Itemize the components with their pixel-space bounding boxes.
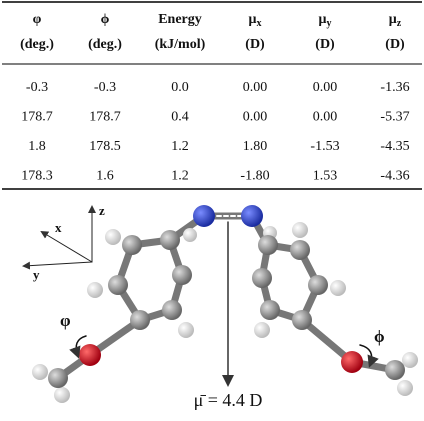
cell: 178.7 [21,110,53,125]
cell: 1.8 [28,139,46,154]
x-axis [42,232,92,262]
cell: -0.3 [94,80,116,95]
cell: 0.4 [171,110,189,125]
cell: 0.00 [243,80,268,95]
table: φ(deg.)ϕ(deg.)Energy(kJ/mol)μx(D)μy(D)μz… [2,2,422,189]
cell: 1.80 [243,139,268,154]
cell: 0.0 [171,80,189,95]
dipole-label: μ̄ = 4.4 D [194,390,263,410]
cell: 1.53 [313,169,338,184]
cell: -1.36 [380,80,409,95]
diagram: z x y φ ϕ μ̄ = 4.4 D [24,203,418,410]
header-symbol-text: μ [389,12,397,27]
header-symbol-text: μ [319,12,327,27]
header-symbol: Energy [158,12,202,27]
cell: -4.36 [380,169,409,184]
axis-label: y [33,267,40,282]
cell: 0.00 [313,110,338,125]
header-unit: (deg.) [20,37,54,52]
angle-label: ϕ [374,327,385,346]
header-subscript: x [256,18,261,29]
cell: -5.37 [380,110,409,125]
cell: -1.53 [310,139,339,154]
page: φ(deg.)ϕ(deg.)Energy(kJ/mol)μx(D)μy(D)μz… [0,0,424,416]
cell: -4.35 [380,139,409,154]
header-unit: (kJ/mol) [155,37,206,52]
cell: 0.00 [313,80,338,95]
cell: -0.3 [26,80,48,95]
cell: 0.00 [243,110,268,125]
header-symbol: μx [249,12,262,29]
cell: -1.80 [240,169,269,184]
cell: 178.5 [89,139,121,154]
cell: 1.6 [96,169,114,184]
cell: 1.2 [171,169,189,184]
cell: 178.7 [89,110,121,125]
header-symbol-text: φ [33,12,42,27]
y-axis [24,262,92,266]
header-symbol: ϕ [101,12,110,27]
header-symbol-text: ϕ [101,12,110,27]
header-symbol: μz [389,12,402,29]
angle-label: φ [60,311,71,330]
header-symbol: μy [319,12,332,29]
cell: 1.2 [171,139,189,154]
header-subscript: z [397,18,402,29]
header-symbol-text: Energy [158,12,202,27]
header-unit: (D) [385,37,405,52]
header-unit: (deg.) [88,37,122,52]
cell: 178.3 [21,169,53,184]
header-unit: (D) [245,37,265,52]
atoms [32,205,418,403]
header-subscript: y [326,18,331,29]
header-unit: (D) [315,37,335,52]
axis-label: z [99,203,105,218]
header-symbol: φ [33,12,42,27]
header-symbol-text: μ [249,12,257,27]
axis-label: x [55,220,62,235]
